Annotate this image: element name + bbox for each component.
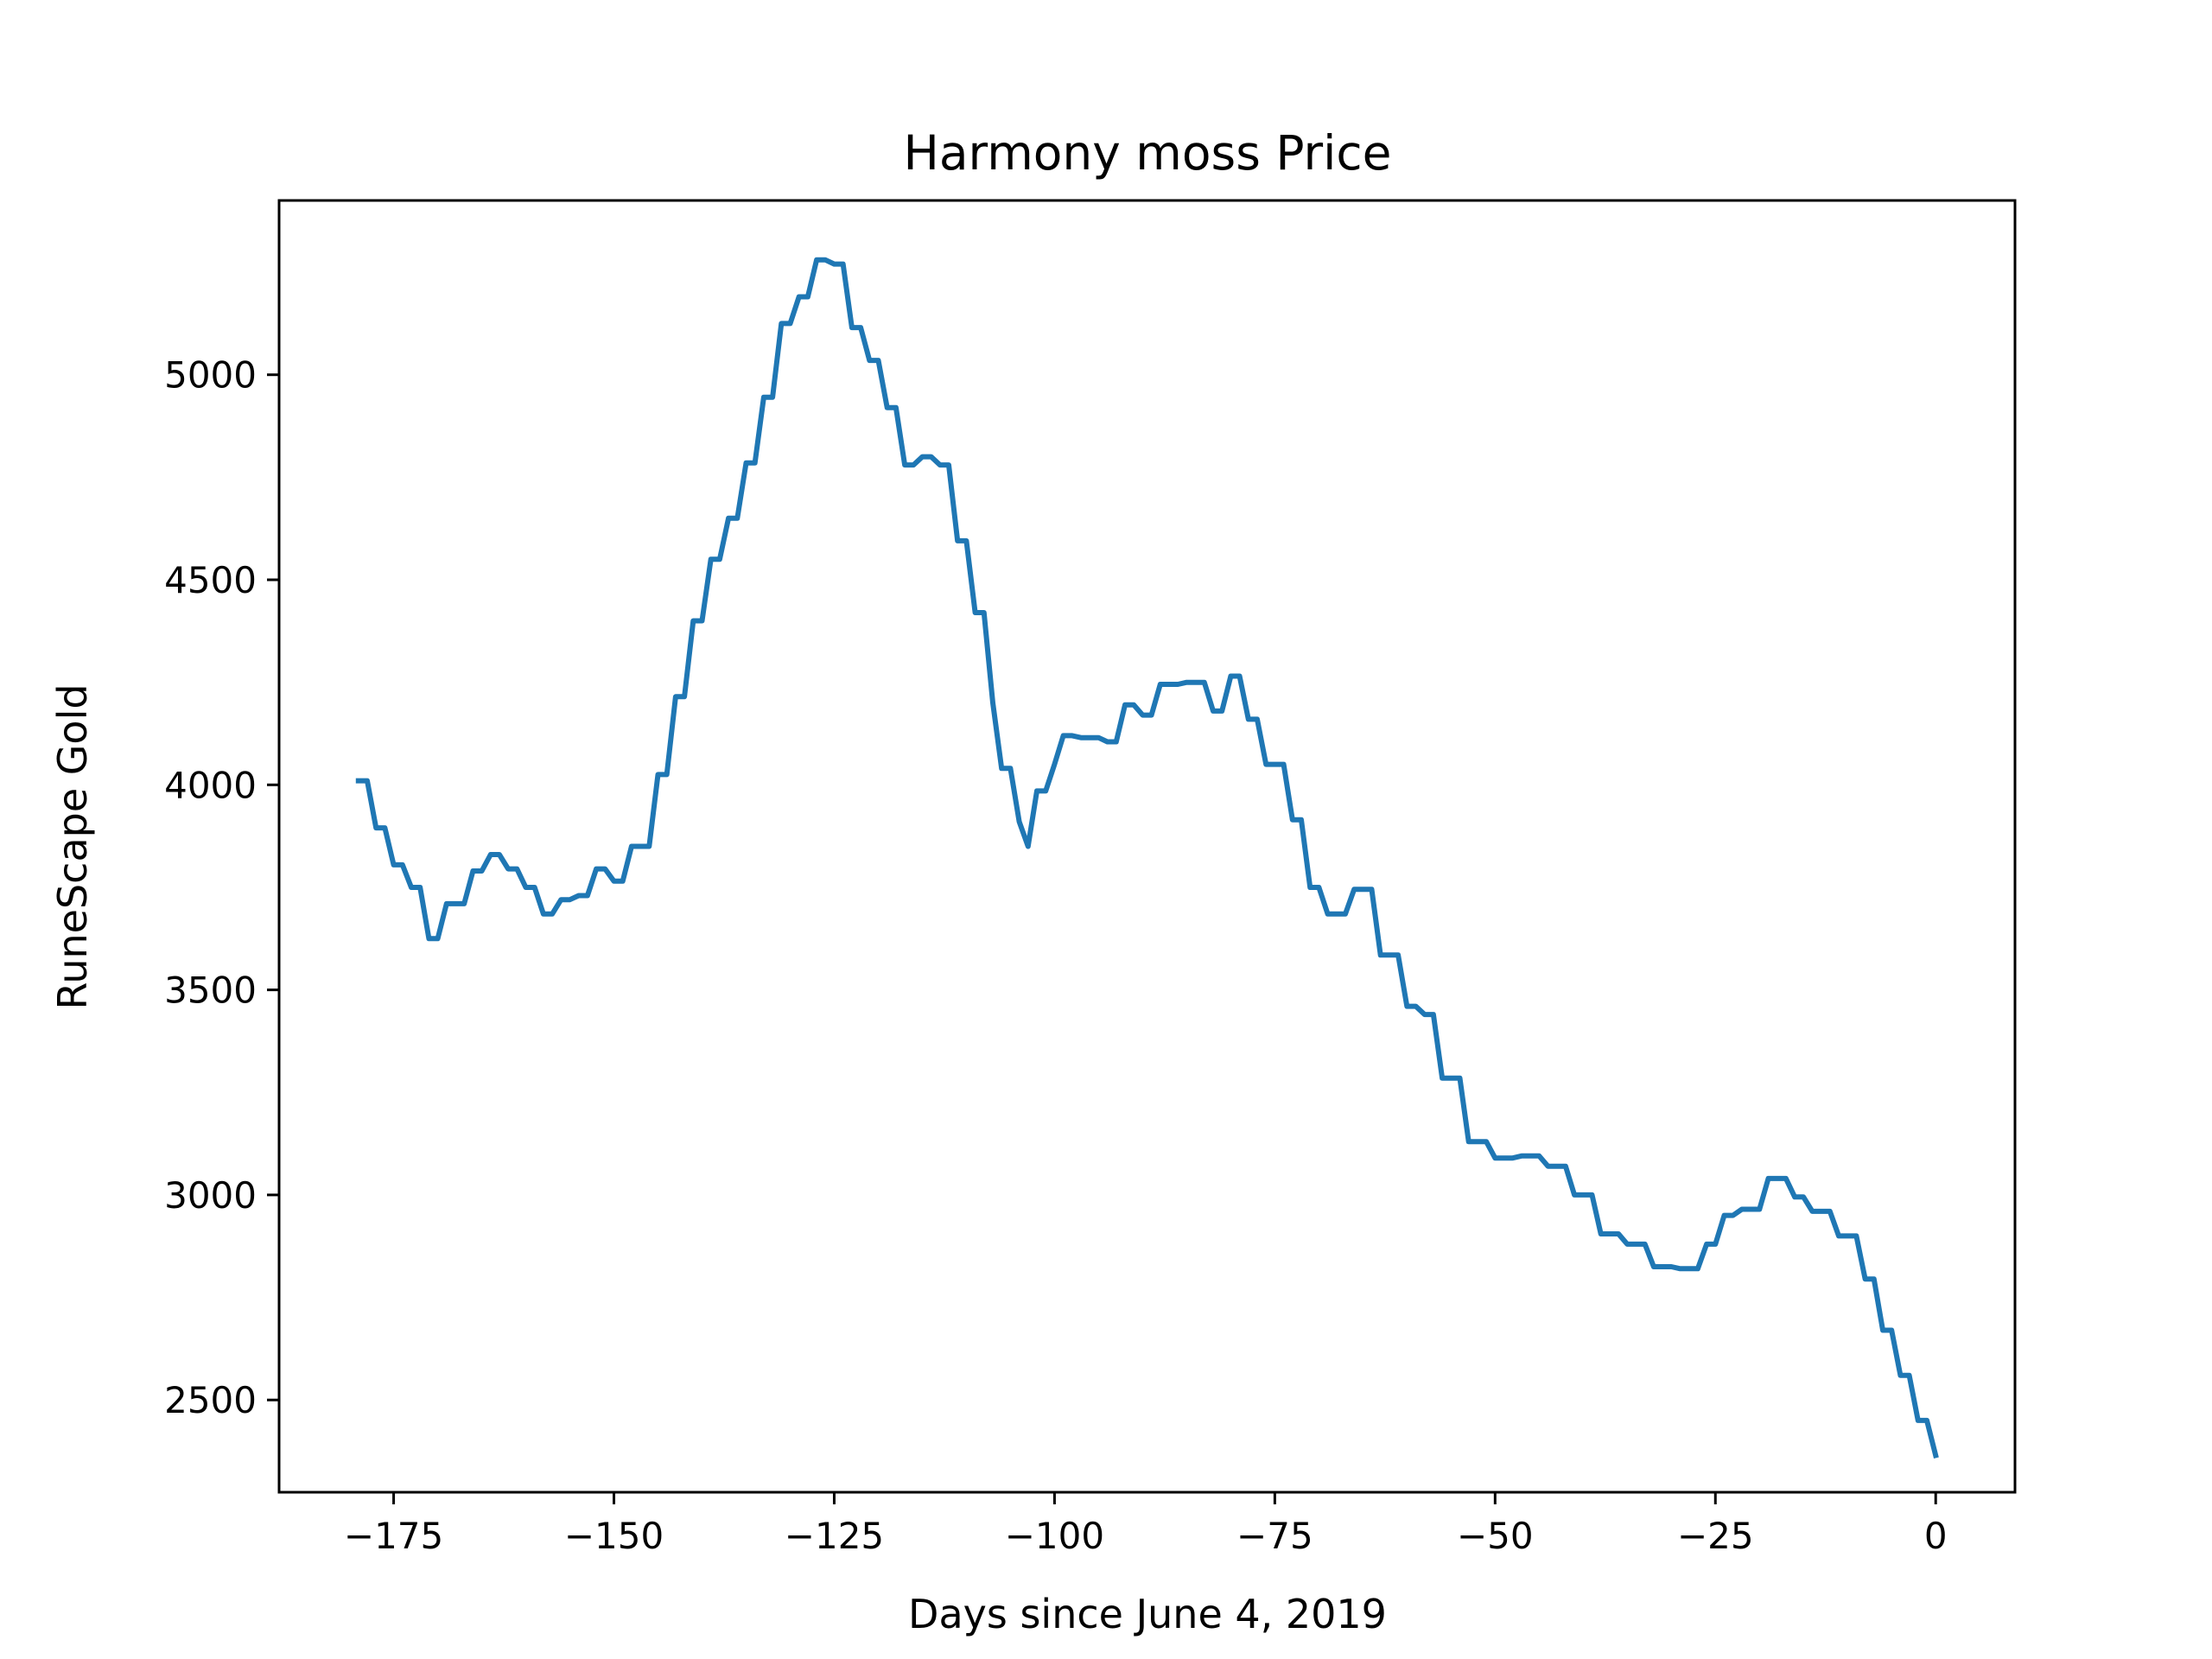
x-tick-label: −175 [344,1515,443,1557]
price-series-points [358,259,1936,1456]
y-axis-title: RuneScape Gold [49,683,96,1009]
y-tick-label: 2500 [164,1379,257,1421]
y-tick-label: 3000 [164,1174,257,1217]
x-tick-label: −100 [1005,1515,1104,1557]
x-axis-title: Days since June 4, 2019 [908,1591,1387,1637]
x-tick-label: −150 [564,1515,664,1557]
chart-title: Harmony moss Price [903,125,1391,181]
y-tick-label: 3500 [164,969,257,1012]
x-tick-label: 0 [1924,1515,1948,1557]
y-tick-label: 4000 [164,764,257,806]
plot-area [355,257,1939,1459]
x-tick-label: −125 [785,1515,884,1557]
y-tick-label: 4500 [164,559,257,601]
x-axis: −175 −150 −125 −100 −75 −50 −25 0 [344,1492,1948,1557]
axes-frame [277,199,2017,1494]
y-axis: 2500 3000 3500 4000 4500 5000 [164,354,279,1421]
y-tick-label: 5000 [164,354,257,397]
x-tick-label: −75 [1236,1515,1313,1557]
x-tick-label: −25 [1677,1515,1754,1557]
price-series-line [355,257,1939,1459]
x-tick-label: −50 [1457,1515,1534,1557]
